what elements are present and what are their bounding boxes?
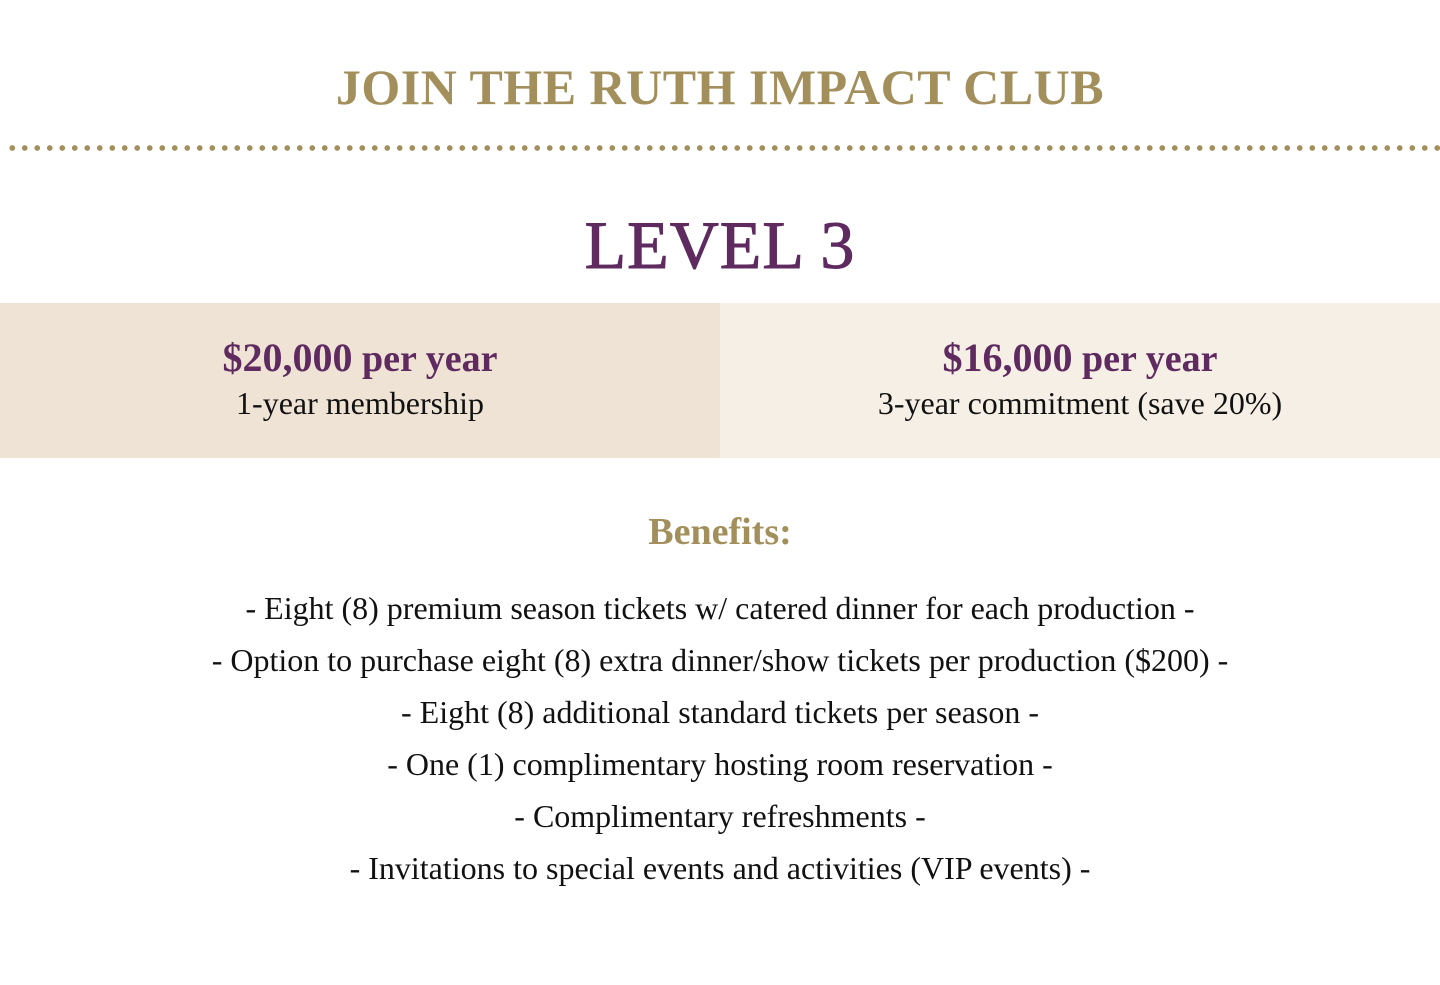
benefit-item: - One (1) complimentary hosting room res… xyxy=(387,746,1053,782)
dotted-divider xyxy=(6,145,1440,151)
pricing-option-3-year: $16,000 per year 3-year commitment (save… xyxy=(720,303,1440,458)
price-amount: $16,000 per year xyxy=(720,336,1440,381)
pricing-panel: $20,000 per year 1-year membership $16,0… xyxy=(0,303,1440,458)
benefit-item: - Option to purchase eight (8) extra din… xyxy=(211,642,1229,678)
pricing-option-1-year: $20,000 per year 1-year membership xyxy=(0,303,720,458)
price-period: per year xyxy=(1082,338,1218,380)
benefit-item: - Eight (8) additional standard tickets … xyxy=(400,694,1040,730)
price-amount: $20,000 per year xyxy=(0,336,720,381)
benefit-item: - Invitations to special events and acti… xyxy=(349,850,1091,886)
price-description: 1-year membership xyxy=(236,385,484,421)
price-description: 3-year commitment (save 20%) xyxy=(877,385,1283,421)
benefits-list: - Eight (8) premium season tickets w/ ca… xyxy=(0,582,1440,894)
price-value: $20,000 xyxy=(222,335,353,380)
benefits-heading: Benefits: xyxy=(648,511,792,553)
benefit-item: - Eight (8) premium season tickets w/ ca… xyxy=(245,590,1195,626)
level-title: LEVEL 3 xyxy=(584,207,856,284)
benefit-item: - Complimentary refreshments - xyxy=(514,798,926,834)
page-title: JOIN THE RUTH IMPACT CLUB xyxy=(335,59,1105,115)
price-period: per year xyxy=(362,338,498,380)
price-value: $16,000 xyxy=(942,335,1073,380)
